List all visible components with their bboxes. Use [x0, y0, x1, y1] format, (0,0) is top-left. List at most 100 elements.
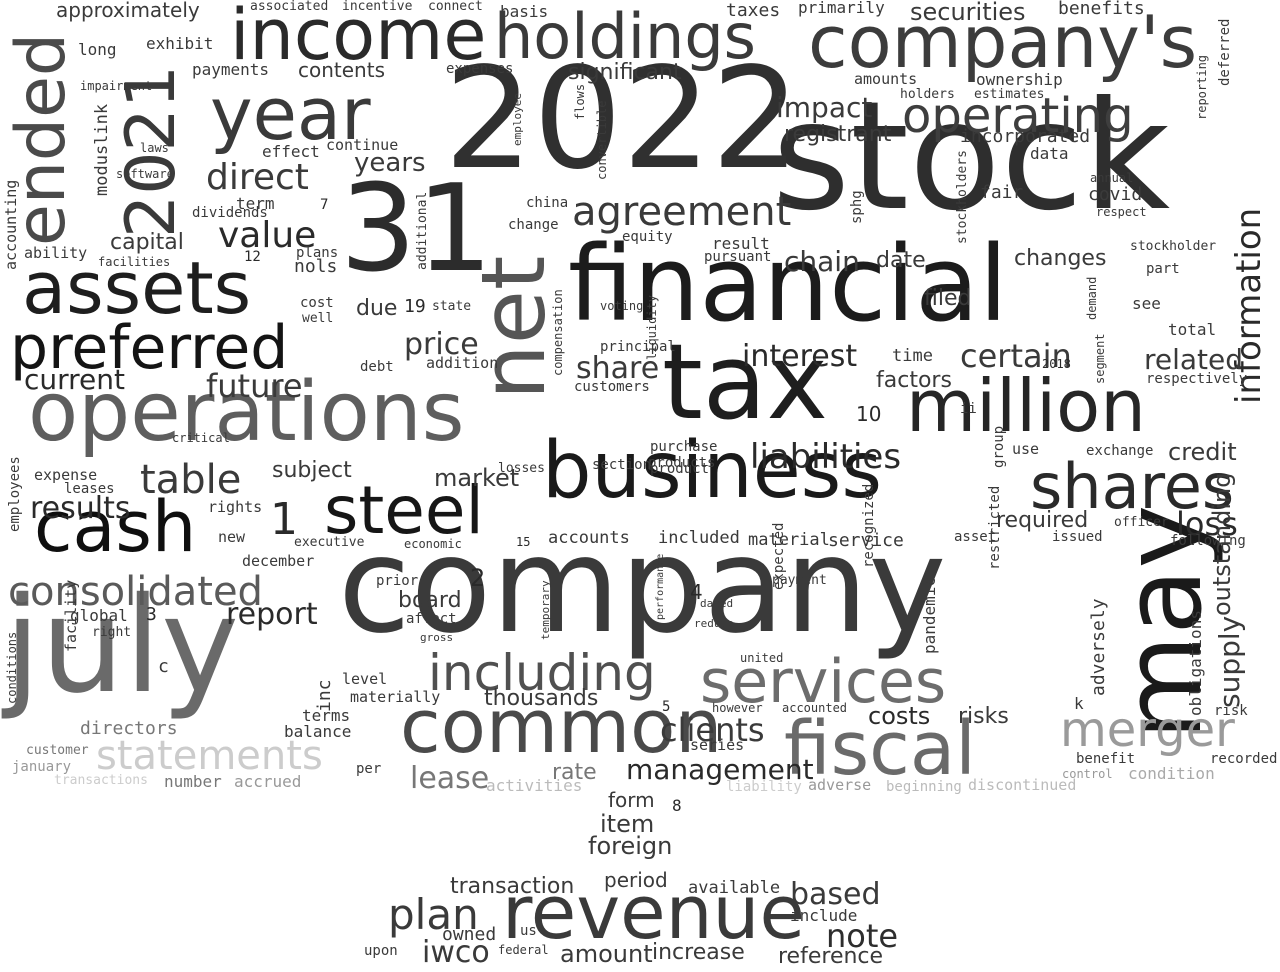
word-2018-239: 2018: [1042, 357, 1071, 371]
word-purchase-160: purchase: [650, 439, 718, 455]
word-factors-68: factors: [876, 368, 952, 393]
word-results-35: results: [30, 491, 131, 526]
word-adversely-90: adversely: [1088, 598, 1109, 696]
word-financial-8: financial: [568, 223, 1008, 345]
word-3-230: 3: [146, 604, 157, 625]
word-state-209: state: [432, 299, 472, 314]
word-number-112: number: [164, 772, 222, 791]
word-securities-60: securities: [910, 0, 1026, 26]
word-product-77: product: [650, 461, 710, 477]
word-15-237: 15: [516, 535, 531, 549]
word-convertible-212: convertible: [595, 100, 609, 180]
word-covid-139: covid: [1088, 184, 1143, 205]
word-group-170: group: [991, 425, 1007, 468]
word-rights-188: rights: [208, 498, 263, 516]
word-shares-23: shares: [1030, 450, 1235, 523]
word-subject-76: subject: [272, 458, 352, 483]
word-temporary-223: temporary: [539, 580, 552, 640]
word-significant-66: significant: [568, 60, 682, 85]
word-see-165: see: [1132, 294, 1161, 313]
word-preferred-22: preferred: [10, 313, 289, 383]
word-report-49: report: [226, 597, 318, 632]
word-available-98: available: [688, 878, 781, 898]
word-owned-99: owned: [442, 924, 497, 945]
word-net-14: net: [462, 255, 565, 400]
word-agreement-33: agreement: [572, 189, 792, 235]
word-result-145: result: [712, 234, 770, 253]
word-per-183: per: [356, 761, 382, 777]
word-accounts-85: accounts: [548, 528, 630, 548]
word-issued-171: issued: [1052, 529, 1103, 545]
word-leases-190: leases: [64, 481, 115, 497]
word-annual-138: annual: [1090, 171, 1134, 185]
word-continue-150: continue: [326, 136, 399, 154]
word-primarily-127: primarily: [798, 0, 885, 17]
word-cash-18: cash: [34, 486, 197, 568]
word-sphg-217: sphg: [849, 190, 865, 224]
word-data-137: data: [1030, 144, 1069, 163]
word-software-195: software: [116, 167, 174, 181]
word-total-166: total: [1168, 320, 1217, 339]
word-additional-210: additional: [415, 191, 430, 270]
word-federal-241: federal: [498, 943, 549, 957]
word-demand-205: demand: [1085, 276, 1099, 320]
word-business-9: business: [542, 426, 882, 516]
word-operations-5: operations: [28, 365, 465, 460]
word-officer-207: officer: [1114, 515, 1169, 530]
word-table-34: table: [140, 457, 242, 503]
word-global-105: global: [70, 606, 128, 625]
word-holdings-13: holdings: [494, 0, 756, 73]
word-interest-53: interest: [742, 339, 858, 374]
word-equity-144: equity: [622, 229, 673, 245]
word-control-117: control: [1062, 767, 1113, 781]
word-recognized-174: recognized: [861, 483, 877, 568]
word-statements-28: statements: [96, 733, 323, 779]
word-right-192: right: [92, 625, 132, 640]
word-debt-157: debt: [360, 359, 394, 375]
word-stockholders-142: stockholders: [955, 150, 970, 244]
word-risk-177: risk: [1214, 703, 1248, 719]
word-2-229: 2: [470, 564, 486, 592]
word-19-238: 19: [404, 296, 426, 317]
word-ability-102: ability: [24, 244, 88, 262]
word-companys-10: company's: [808, 0, 1198, 84]
word-amounts-133: amounts: [854, 70, 918, 88]
word-operating-31: operating: [902, 88, 1134, 144]
word-million-11: million: [906, 364, 1146, 448]
word-restricted-175: restricted: [987, 485, 1003, 570]
word-asset-176: asset: [954, 529, 997, 545]
word-included-87: included: [658, 528, 740, 548]
word-employee-213: employee: [511, 93, 524, 146]
word-risks-65: risks: [958, 704, 1009, 729]
word-facility-191: facility: [62, 579, 80, 652]
word-affect-184: affect: [406, 611, 457, 627]
word-basis-131: basis: [500, 2, 549, 21]
word-adverse-119: adverse: [808, 776, 872, 794]
word-capital-61: capital: [110, 230, 184, 255]
word-company-0: company: [338, 509, 947, 663]
word-part-164: part: [1146, 261, 1180, 277]
word-flows-214: flows: [573, 83, 587, 120]
word-31-3: 31: [340, 160, 493, 299]
word-accrued-113: accrued: [234, 772, 302, 791]
word-assets-15: assets: [22, 246, 252, 330]
word-required-69: required: [996, 508, 1089, 533]
word-holders-134: holders: [900, 87, 955, 102]
word-market-58: market: [434, 464, 520, 492]
word-term-151: term: [236, 194, 275, 213]
word-moduslink-218: moduslink: [92, 103, 112, 196]
word-fair-141: fair: [980, 182, 1024, 203]
word-current-36: current: [24, 363, 126, 396]
word-8-234: 8: [672, 796, 682, 815]
word-7-233: 7: [320, 197, 329, 213]
word-connect-130: connect: [428, 0, 483, 14]
word-board-73: board: [398, 588, 462, 613]
word-tax-6: tax: [662, 321, 829, 443]
word-exhibit-124: exhibit: [146, 34, 214, 53]
word-material-86: material: [748, 530, 830, 550]
word-china-147: china: [526, 195, 569, 211]
word-price-54: price: [404, 327, 479, 362]
word-january-111: january: [12, 759, 72, 775]
word-reporting-204: reporting: [1195, 54, 1209, 120]
word-costs-51: costs: [868, 702, 931, 730]
